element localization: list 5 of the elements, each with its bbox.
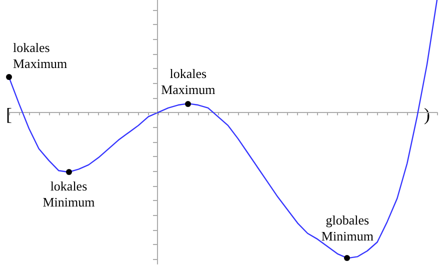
annotation: [ (6, 104, 12, 124)
annotation: lokales Minimum (42, 178, 95, 210)
annotation: lokales Maximum (161, 66, 216, 98)
annotation: globales Minimum (321, 212, 374, 244)
annotation: lokales Maximum (13, 40, 68, 71)
